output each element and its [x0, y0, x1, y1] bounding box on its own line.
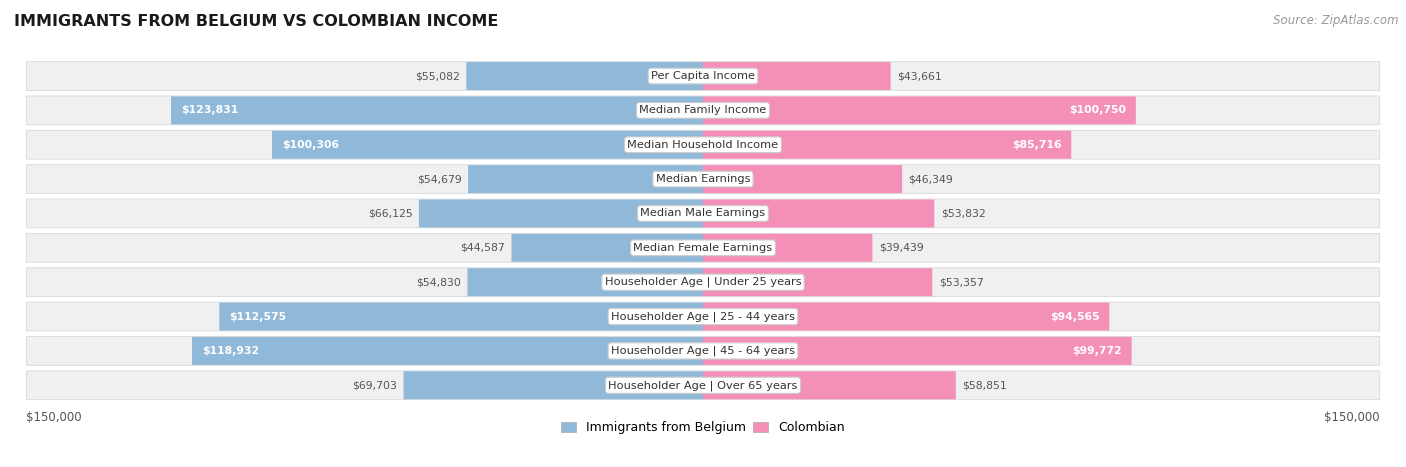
Text: Median Household Income: Median Household Income — [627, 140, 779, 150]
Text: $55,082: $55,082 — [415, 71, 460, 81]
Text: $123,831: $123,831 — [181, 106, 238, 115]
FancyBboxPatch shape — [27, 199, 1379, 228]
FancyBboxPatch shape — [172, 96, 703, 124]
FancyBboxPatch shape — [703, 337, 1132, 365]
Text: $100,306: $100,306 — [281, 140, 339, 150]
FancyBboxPatch shape — [27, 165, 1379, 193]
Text: $54,679: $54,679 — [418, 174, 461, 184]
Text: $99,772: $99,772 — [1073, 346, 1122, 356]
FancyBboxPatch shape — [27, 302, 1379, 331]
Text: Per Capita Income: Per Capita Income — [651, 71, 755, 81]
FancyBboxPatch shape — [467, 268, 703, 296]
FancyBboxPatch shape — [703, 62, 890, 90]
FancyBboxPatch shape — [468, 165, 703, 193]
Text: $66,125: $66,125 — [368, 208, 412, 219]
Text: $46,349: $46,349 — [908, 174, 953, 184]
Text: $150,000: $150,000 — [1324, 411, 1379, 424]
FancyBboxPatch shape — [467, 62, 703, 90]
Text: $118,932: $118,932 — [201, 346, 259, 356]
Text: $112,575: $112,575 — [229, 311, 287, 322]
FancyBboxPatch shape — [703, 199, 934, 227]
Text: Median Male Earnings: Median Male Earnings — [641, 208, 765, 219]
FancyBboxPatch shape — [27, 337, 1379, 365]
Text: Householder Age | 25 - 44 years: Householder Age | 25 - 44 years — [612, 311, 794, 322]
Text: $150,000: $150,000 — [27, 411, 82, 424]
FancyBboxPatch shape — [273, 131, 703, 159]
Text: Householder Age | 45 - 64 years: Householder Age | 45 - 64 years — [612, 346, 794, 356]
Text: IMMIGRANTS FROM BELGIUM VS COLOMBIAN INCOME: IMMIGRANTS FROM BELGIUM VS COLOMBIAN INC… — [14, 14, 499, 29]
FancyBboxPatch shape — [27, 130, 1379, 159]
Text: Source: ZipAtlas.com: Source: ZipAtlas.com — [1274, 14, 1399, 27]
Text: $43,661: $43,661 — [897, 71, 942, 81]
FancyBboxPatch shape — [193, 337, 703, 365]
Text: $44,587: $44,587 — [460, 243, 505, 253]
FancyBboxPatch shape — [703, 234, 873, 262]
FancyBboxPatch shape — [703, 268, 932, 296]
Text: $69,703: $69,703 — [353, 380, 396, 390]
Text: Householder Age | Over 65 years: Householder Age | Over 65 years — [609, 380, 797, 390]
FancyBboxPatch shape — [27, 234, 1379, 262]
Text: $53,357: $53,357 — [939, 277, 983, 287]
FancyBboxPatch shape — [512, 234, 703, 262]
FancyBboxPatch shape — [27, 62, 1379, 91]
FancyBboxPatch shape — [703, 165, 903, 193]
FancyBboxPatch shape — [419, 199, 703, 227]
FancyBboxPatch shape — [27, 371, 1379, 400]
FancyBboxPatch shape — [27, 96, 1379, 125]
Text: Median Female Earnings: Median Female Earnings — [634, 243, 772, 253]
Text: $39,439: $39,439 — [879, 243, 924, 253]
Text: $54,830: $54,830 — [416, 277, 461, 287]
Text: $58,851: $58,851 — [962, 380, 1007, 390]
Text: $94,565: $94,565 — [1050, 311, 1099, 322]
Text: $100,750: $100,750 — [1069, 106, 1126, 115]
Text: Median Family Income: Median Family Income — [640, 106, 766, 115]
Text: Householder Age | Under 25 years: Householder Age | Under 25 years — [605, 277, 801, 288]
Text: Median Earnings: Median Earnings — [655, 174, 751, 184]
Legend: Immigrants from Belgium, Colombian: Immigrants from Belgium, Colombian — [561, 421, 845, 434]
FancyBboxPatch shape — [219, 303, 703, 331]
FancyBboxPatch shape — [703, 303, 1109, 331]
Text: $53,832: $53,832 — [941, 208, 986, 219]
FancyBboxPatch shape — [27, 268, 1379, 297]
FancyBboxPatch shape — [703, 96, 1136, 124]
FancyBboxPatch shape — [703, 371, 956, 399]
FancyBboxPatch shape — [404, 371, 703, 399]
Text: $85,716: $85,716 — [1012, 140, 1062, 150]
FancyBboxPatch shape — [703, 131, 1071, 159]
